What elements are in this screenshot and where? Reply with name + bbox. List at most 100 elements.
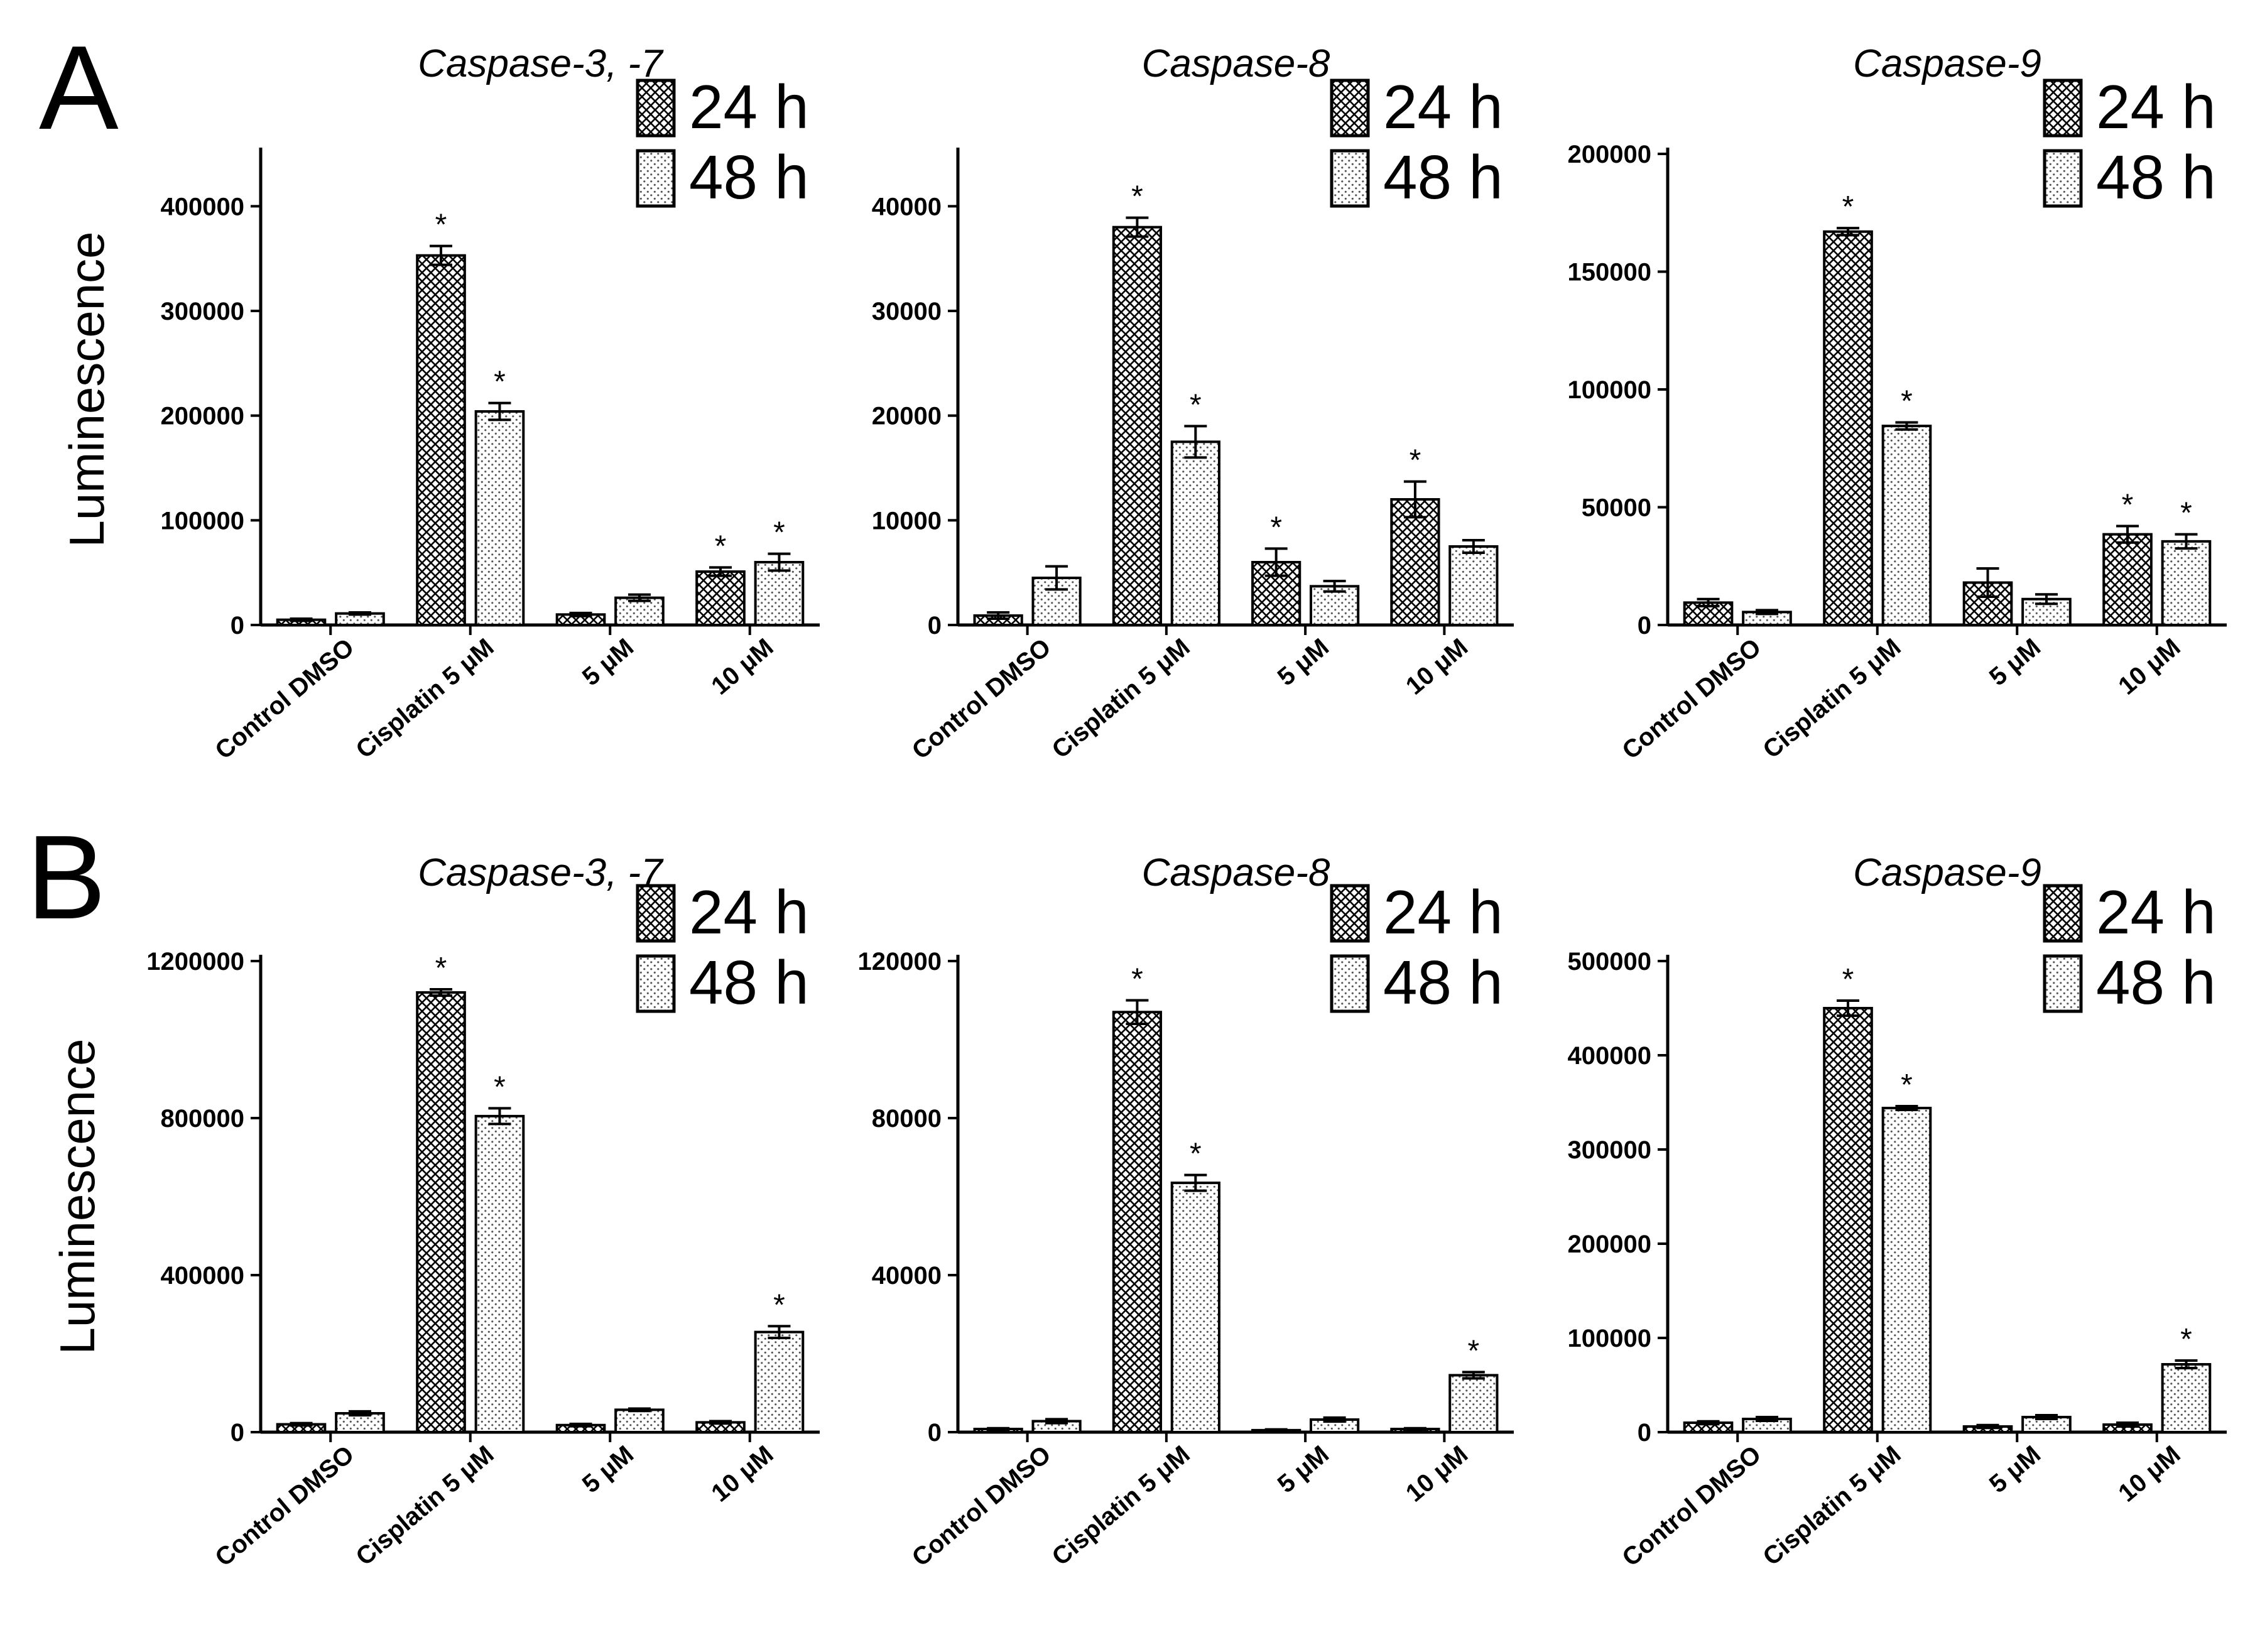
legend-swatch — [636, 884, 676, 943]
x-tick-label: Cisplatin 5 μM — [1758, 1440, 1906, 1571]
y-tick-label: 1200000 — [146, 948, 244, 975]
legend-label: 24 h — [1383, 878, 1503, 947]
legend-label: 24 h — [689, 878, 809, 947]
legend-label: 48 h — [1383, 143, 1503, 212]
bar-48h — [474, 410, 525, 626]
significance-star: * — [494, 1070, 506, 1104]
legend-label: 24 h — [1383, 72, 1503, 141]
legend-swatch — [636, 954, 676, 1013]
x-tick-label: Control DMSO — [1617, 633, 1766, 764]
x-tick-label: Control DMSO — [210, 1440, 359, 1572]
y-tick-label: 800000 — [161, 1105, 244, 1133]
x-tick-label: 10 μM — [1401, 633, 1473, 700]
y-tick-label: 120000 — [858, 948, 942, 975]
legend-swatch — [1330, 954, 1370, 1013]
x-tick-label: 10 μM — [706, 1440, 778, 1508]
chart-5: Caspase-8 0 40000 80000 120000 Control DMSOCi… — [858, 851, 1514, 1572]
charts-group: Caspase-3, -7 Luminescence 0 100000 200000 30… — [50, 42, 2227, 1572]
legend-label: 24 h — [2096, 72, 2216, 141]
bar-48h — [335, 1412, 385, 1433]
significance-star: * — [2180, 497, 2192, 530]
legend-swatch — [2043, 79, 2083, 138]
bar-48h — [614, 1408, 665, 1433]
significance-star: * — [435, 209, 447, 242]
chart-title: Caspase-8 — [1142, 851, 1330, 894]
y-tick-label: 200000 — [1568, 141, 1651, 168]
bar-48h — [1170, 1182, 1220, 1433]
significance-star: * — [2180, 1323, 2192, 1356]
y-tick-label: 300000 — [161, 298, 244, 325]
chart-1: Caspase-3, -7 Luminescence 0 100000 200000 30… — [59, 42, 820, 765]
x-tick-label: 5 μM — [1984, 1440, 2046, 1498]
x-tick-label: Control DMSO — [1617, 1440, 1766, 1572]
significance-star: * — [1190, 1138, 1202, 1171]
y-tick-label: 0 — [231, 1419, 244, 1447]
significance-star: * — [494, 366, 506, 399]
bar-48h — [1448, 545, 1499, 626]
significance-star: * — [1270, 511, 1282, 544]
significance-star: * — [1410, 444, 1421, 477]
chart-3: Caspase-9 0 50000 100000 150000 200000 Control… — [1568, 42, 2227, 765]
y-tick-label: 0 — [231, 612, 244, 639]
y-tick-label: 100000 — [1568, 1325, 1651, 1352]
significance-star: * — [435, 952, 447, 985]
x-tick-label: Cisplatin 5 μM — [1758, 633, 1906, 764]
x-tick-label: 5 μM — [577, 1440, 639, 1498]
significance-star: * — [1467, 1334, 1479, 1367]
chart-title: Caspase-8 — [1142, 42, 1330, 85]
significance-star: * — [1842, 963, 1854, 996]
x-tick-label: Cisplatin 5 μM — [351, 633, 499, 764]
x-tick-label: Cisplatin 5 μM — [1047, 633, 1195, 764]
legend-label: 48 h — [689, 143, 809, 212]
y-tick-label: 400000 — [161, 193, 244, 220]
x-tick-label: 5 μM — [577, 633, 639, 691]
significance-star: * — [1131, 180, 1143, 214]
bar-24h — [416, 991, 466, 1433]
bar-48h — [754, 561, 805, 626]
legend-swatch — [1330, 149, 1370, 208]
x-tick-label: 10 μM — [2113, 1440, 2185, 1508]
significance-star: * — [1842, 190, 1854, 224]
bar-24h — [416, 254, 466, 626]
x-tick-label: Cisplatin 5 μM — [1047, 1440, 1195, 1571]
panel-letter-b: B — [26, 811, 106, 944]
x-tick-label: 5 μM — [1273, 1440, 1334, 1498]
y-tick-label: 80000 — [872, 1105, 942, 1133]
chart-title: Caspase-9 — [1853, 42, 2041, 85]
bar-24h — [2102, 533, 2153, 626]
significance-star: * — [1131, 963, 1143, 996]
y-tick-label: 400000 — [161, 1262, 244, 1290]
chart-title: Caspase-3, -7 — [418, 42, 664, 85]
x-tick-label: 5 μM — [1984, 633, 2046, 691]
y-tick-label: 100000 — [161, 507, 244, 535]
legend-swatch — [636, 149, 676, 208]
x-tick-label: Cisplatin 5 μM — [351, 1440, 499, 1571]
legend-label: 48 h — [2096, 143, 2216, 212]
chart-2: Caspase-8 0 10000 20000 30000 40000 Control DM… — [872, 42, 1514, 765]
y-tick-label: 40000 — [872, 1262, 942, 1290]
bar-48h — [2161, 540, 2212, 626]
bar-48h — [1881, 1107, 1932, 1433]
y-tick-label: 50000 — [1582, 494, 1651, 522]
legend-label: 24 h — [2096, 878, 2216, 947]
bar-48h — [1448, 1374, 1499, 1433]
significance-star: * — [1901, 1068, 1913, 1102]
legend-swatch — [2043, 149, 2083, 208]
chart-title: Caspase-3, -7 — [418, 851, 664, 894]
legend-swatch — [2043, 954, 2083, 1013]
bar-24h — [1823, 230, 1873, 626]
legend-label: 24 h — [689, 72, 809, 141]
y-tick-label: 500000 — [1568, 948, 1651, 975]
significance-star: * — [773, 1288, 785, 1322]
x-tick-label: Control DMSO — [907, 1440, 1057, 1572]
legend-swatch — [2043, 884, 2083, 943]
y-axis-label: Luminescence — [50, 1039, 105, 1355]
x-tick-label: 10 μM — [2113, 633, 2185, 700]
y-axis-label: Luminescence — [59, 232, 114, 548]
legend-label: 48 h — [1383, 948, 1503, 1017]
chart-title: Caspase-9 — [1853, 851, 2041, 894]
legend-swatch — [1330, 79, 1370, 138]
significance-star: * — [1901, 385, 1913, 418]
y-tick-label: 300000 — [1568, 1136, 1651, 1164]
